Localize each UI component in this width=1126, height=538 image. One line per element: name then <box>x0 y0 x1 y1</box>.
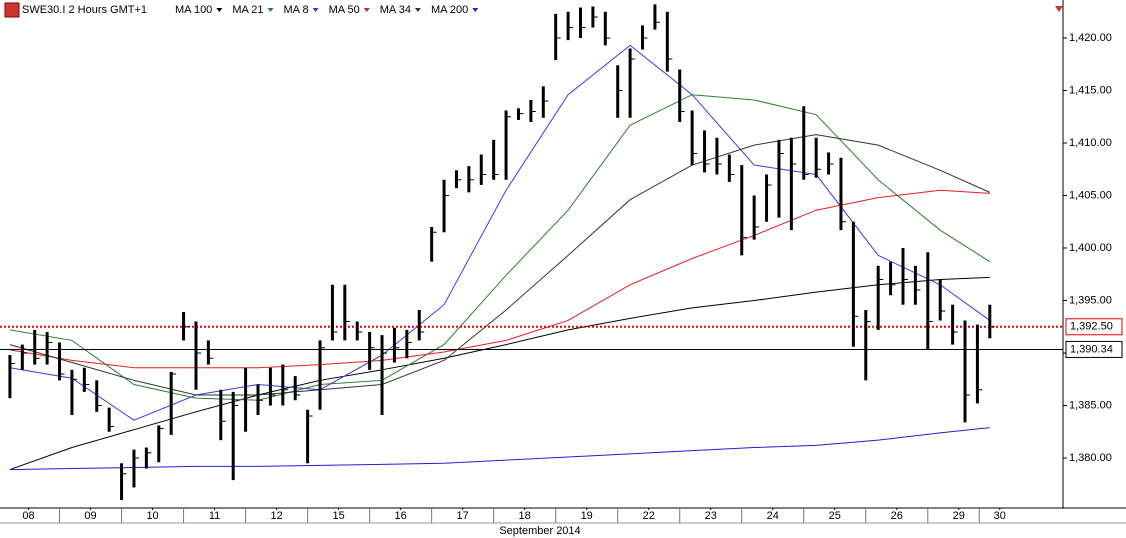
moving-average-line <box>9 134 991 396</box>
x-tick-label: 26 <box>891 510 903 522</box>
x-tick-label: 12 <box>270 510 282 522</box>
moving-average-line <box>9 427 990 471</box>
x-tick-label: 25 <box>829 510 841 522</box>
x-tick-label: 22 <box>643 510 655 522</box>
y-tick-label: 1,420.00 <box>1069 32 1112 44</box>
moving-average-line <box>9 189 990 369</box>
legend-entry: MA 34 <box>380 4 411 16</box>
price-tag <box>1065 340 1123 358</box>
legend-entry: MA 21 <box>232 4 263 16</box>
legend-dropdown <box>267 8 274 12</box>
legend-dropdown <box>312 8 319 12</box>
y-tick-label: 1,385.00 <box>1069 399 1112 411</box>
x-tick-label: 24 <box>767 510 779 522</box>
price-tag <box>1065 318 1123 336</box>
x-tick-label: 30 <box>994 510 1006 522</box>
moving-average-line <box>9 276 990 471</box>
x-tick-label: 16 <box>395 510 407 522</box>
x-tick-label: 09 <box>84 510 96 522</box>
legend-dropdown <box>216 8 223 12</box>
moving-average-line <box>9 94 991 401</box>
x-tick-label: 11 <box>209 510 220 522</box>
chart-title: SWE30.I 2 Hours GMT+1 <box>22 4 147 16</box>
price-tag-label: 1,392.50 <box>1070 321 1113 333</box>
x-tick-label: 19 <box>581 510 593 522</box>
symbol-icon[interactable] <box>4 2 20 18</box>
y-tick-label: 1,405.00 <box>1069 189 1112 201</box>
legend-entry: MA 8 <box>284 4 309 16</box>
legend-entry: MA 50 <box>329 4 360 16</box>
y-tick-label: 1,410.00 <box>1069 137 1112 149</box>
close-icon[interactable] <box>1055 6 1063 12</box>
legend-dropdown <box>414 8 421 12</box>
y-tick-label: 1,380.00 <box>1069 452 1112 464</box>
legend-dropdown <box>472 8 479 12</box>
x-tick-label: 10 <box>146 510 158 522</box>
y-tick-label: 1,415.00 <box>1069 84 1112 96</box>
x-tick-label: 17 <box>457 510 469 522</box>
price-tag-label: 1,390.34 <box>1070 343 1113 355</box>
legend-entry: MA 200 <box>431 4 468 16</box>
y-tick-label: 1,400.00 <box>1069 242 1112 254</box>
moving-average-line <box>9 44 991 421</box>
x-tick-label: 08 <box>22 510 34 522</box>
legend-entry: MA 100 <box>175 4 212 16</box>
y-tick-label: 1,395.00 <box>1069 294 1112 306</box>
x-tick-label: 15 <box>332 510 344 522</box>
month-label: September 2014 <box>499 525 580 537</box>
legend-dropdown <box>363 8 370 12</box>
x-tick-label: 29 <box>953 510 965 522</box>
x-tick-label: 18 <box>519 510 531 522</box>
x-tick-label: 23 <box>705 510 717 522</box>
